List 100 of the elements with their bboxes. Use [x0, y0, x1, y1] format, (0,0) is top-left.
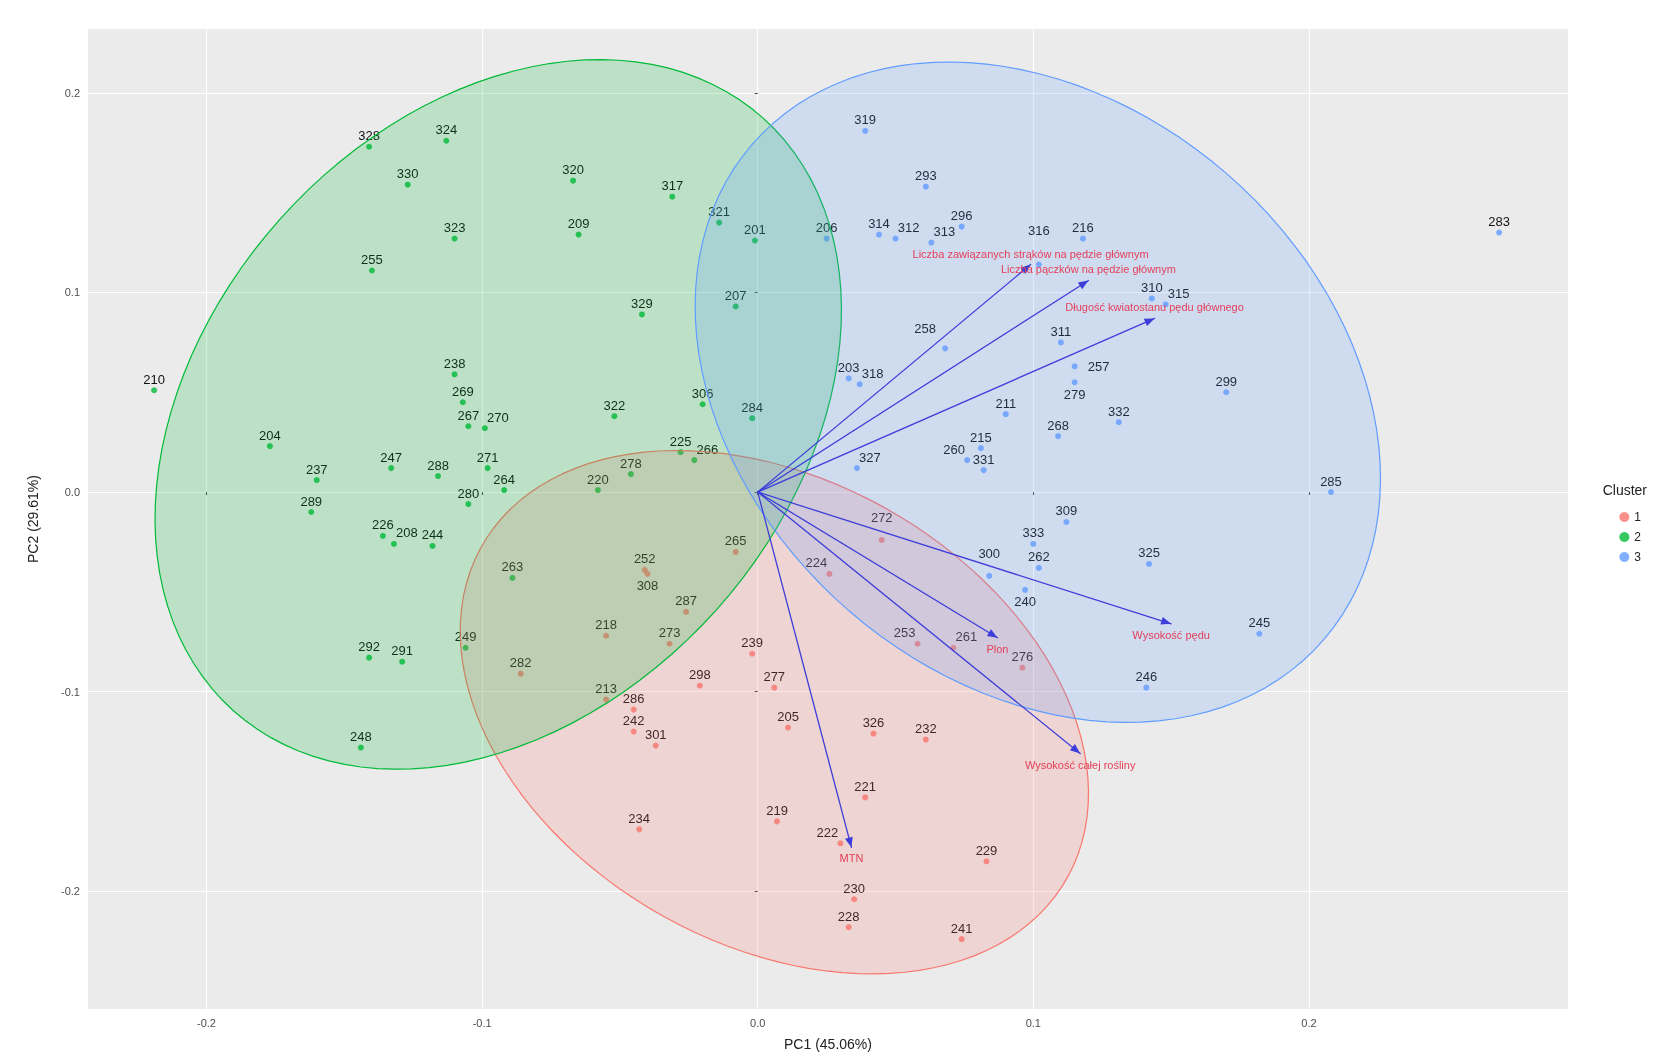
annotation: 277 [763, 669, 786, 685]
annotation: 273 [658, 625, 681, 641]
point [379, 532, 386, 539]
annotation: 201 [744, 222, 766, 238]
annotation: 284 [741, 399, 764, 415]
point [1055, 433, 1062, 440]
annotation: 326 [862, 715, 885, 731]
point [1256, 630, 1263, 637]
point [862, 127, 869, 134]
x-tick-label: -0.1 [472, 1016, 492, 1029]
x-axis-title: PC1 (45.06%) [784, 1036, 872, 1052]
point [366, 143, 373, 150]
annotation: 258 [914, 320, 936, 336]
point [845, 375, 852, 382]
point [399, 658, 406, 665]
x-tick-label: 0.2 [1301, 1016, 1317, 1029]
annotation: 322 [603, 397, 626, 413]
annotation: Liczba zawiązanych strąków na pędzie głównym [912, 247, 1149, 260]
point [266, 443, 273, 450]
y-tick-label: -0.2 [61, 885, 80, 898]
point [856, 381, 863, 388]
point [388, 465, 395, 472]
annotation: 210 [143, 371, 165, 387]
annotation: 261 [955, 629, 978, 645]
annotation: 269 [451, 383, 474, 399]
point [429, 542, 436, 549]
point [594, 487, 601, 494]
annotation: 208 [396, 525, 418, 541]
point [1148, 295, 1155, 302]
annotation: 317 [661, 178, 684, 194]
annotation: 247 [380, 449, 403, 465]
x-tick-label: 0.0 [750, 1016, 766, 1029]
point [1115, 419, 1122, 426]
annotation: Wysokość pędu [1132, 628, 1210, 641]
point [1079, 235, 1086, 242]
annotation: 313 [933, 224, 956, 240]
annotation: 204 [259, 427, 281, 443]
point [501, 487, 508, 494]
point [875, 231, 882, 238]
annotation: 327 [859, 449, 881, 465]
annotation: 325 [1138, 545, 1160, 561]
annotation: 310 [1140, 279, 1163, 295]
annotation: 268 [1047, 417, 1069, 433]
annotation: 280 [457, 485, 480, 501]
annotation: 271 [476, 449, 499, 465]
annotation: 287 [675, 593, 697, 609]
point [1019, 664, 1026, 671]
annotation: 225 [669, 433, 692, 449]
point [630, 706, 637, 713]
point [1223, 389, 1230, 396]
annotation: 222 [816, 824, 839, 840]
legend-title: Cluster [1602, 482, 1648, 498]
annotation: 286 [622, 691, 645, 707]
point [716, 219, 723, 226]
annotation: 293 [914, 168, 937, 184]
point [404, 181, 411, 188]
point [151, 387, 158, 394]
point [517, 670, 524, 677]
annotation: 314 [868, 216, 890, 232]
point [749, 415, 756, 422]
annotation: 213 [595, 681, 617, 697]
point [459, 399, 466, 406]
point [774, 818, 781, 825]
point [942, 345, 949, 352]
annotation: 324 [435, 122, 458, 138]
point [575, 231, 582, 238]
annotation: 319 [854, 112, 877, 128]
y-tick-label: -0.1 [61, 685, 80, 698]
point [1146, 560, 1153, 567]
annotation: 291 [391, 643, 414, 659]
annotation: 253 [893, 625, 916, 641]
annotation: 323 [443, 220, 466, 236]
annotation: 289 [300, 493, 323, 509]
y-tick-label: 0.1 [64, 286, 80, 299]
point [451, 371, 458, 378]
y-axis-title: PC2 (29.61%) [25, 475, 41, 563]
annotation: Wysokość całej rośliny [1024, 758, 1136, 771]
annotation: 240 [1014, 594, 1036, 610]
point [603, 696, 610, 703]
point [313, 477, 320, 484]
annotation: 311 [1050, 323, 1072, 339]
point [638, 311, 645, 318]
annotation: 267 [457, 407, 480, 423]
point [691, 457, 698, 464]
point [627, 471, 634, 478]
annotation: 264 [493, 471, 516, 487]
point [669, 193, 676, 200]
annotation: 279 [1063, 386, 1086, 402]
annotation: 244 [421, 527, 444, 543]
annotation: 308 [636, 578, 659, 594]
annotation: 315 [1167, 285, 1190, 301]
point [636, 826, 643, 833]
point [826, 570, 833, 577]
x-tick-label: -0.2 [197, 1016, 216, 1029]
annotation: 285 [1320, 473, 1342, 489]
annotation: 221 [854, 778, 877, 794]
annotation: 238 [443, 355, 466, 371]
annotation: 272 [870, 510, 893, 526]
annotation: MTN [839, 852, 864, 865]
point [1071, 363, 1078, 370]
